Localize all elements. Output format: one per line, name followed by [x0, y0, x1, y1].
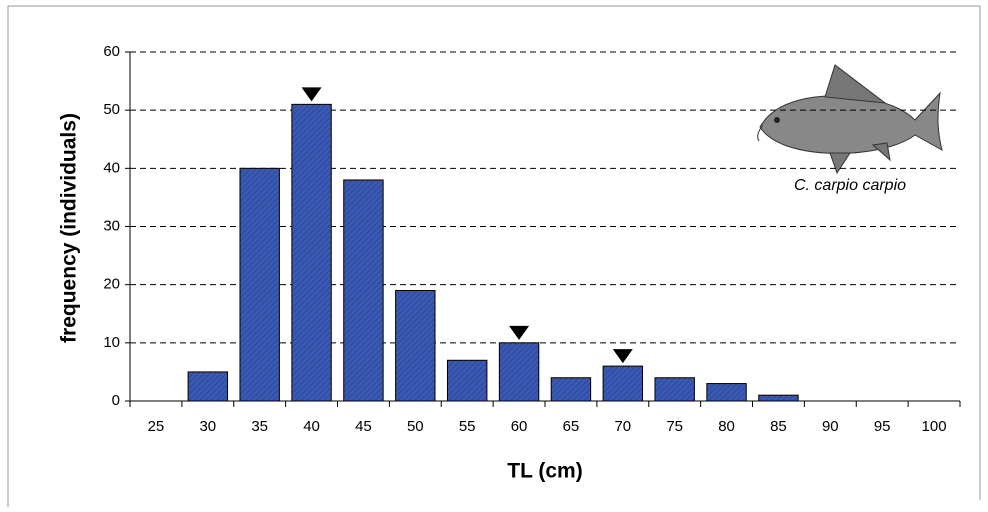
peak-marker — [509, 326, 529, 340]
bar — [188, 372, 227, 401]
x-tick-label: 50 — [407, 418, 424, 435]
chart: TL (cm) frequency (individuals) C. carpi… — [0, 0, 988, 507]
bar — [292, 104, 331, 401]
x-tick-label: 100 — [922, 418, 947, 435]
y-tick-label: 60 — [103, 43, 120, 60]
x-tick-label: 35 — [251, 418, 268, 435]
y-tick-label: 10 — [103, 334, 120, 351]
x-tick-label: 25 — [148, 418, 165, 435]
x-tick-label: 80 — [718, 418, 735, 435]
x-tick-label: 60 — [511, 418, 528, 435]
fish-illustration — [758, 65, 942, 173]
x-tick-label: 65 — [563, 418, 580, 435]
x-tick-label: 90 — [822, 418, 839, 435]
x-tick-label: 85 — [770, 418, 787, 435]
x-tick-label: 95 — [874, 418, 891, 435]
x-tick-label: 45 — [355, 418, 372, 435]
y-tick-label: 20 — [103, 276, 120, 293]
y-axis-title: frequency (individuals) — [58, 113, 81, 343]
y-tick-label: 50 — [103, 101, 120, 118]
bar — [551, 378, 590, 401]
bar — [396, 290, 435, 401]
peak-marker — [613, 349, 633, 363]
bar — [759, 395, 798, 401]
x-axis-title: TL (cm) — [507, 460, 582, 483]
x-tick-label: 55 — [459, 418, 476, 435]
x-tick-label: 40 — [303, 418, 320, 435]
bar — [447, 360, 486, 401]
x-tick-label: 30 — [199, 418, 216, 435]
bar — [603, 366, 642, 401]
bar — [240, 168, 279, 401]
y-tick-label: 30 — [103, 217, 120, 234]
y-tick-label: 40 — [103, 159, 120, 176]
bar — [344, 180, 383, 401]
bar — [499, 343, 538, 401]
y-tick-label: 0 — [112, 392, 120, 409]
peak-marker — [302, 87, 322, 101]
species-label: C. carpio carpio — [794, 177, 906, 194]
x-tick-label: 75 — [666, 418, 683, 435]
bar — [707, 384, 746, 401]
bar — [655, 378, 694, 401]
x-tick-label: 70 — [614, 418, 631, 435]
